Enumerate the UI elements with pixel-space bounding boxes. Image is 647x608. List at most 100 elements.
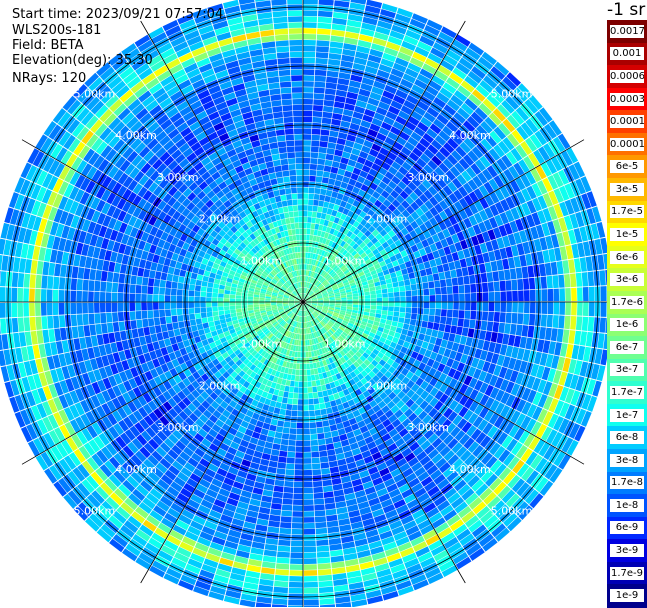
beta-gate — [326, 443, 334, 450]
beta-gate — [277, 396, 283, 402]
beta-gate — [292, 523, 303, 529]
beta-gate — [504, 269, 511, 280]
beta-gate — [203, 323, 210, 329]
beta-gate — [376, 290, 382, 295]
beta-gate — [447, 302, 453, 309]
beta-gate — [177, 309, 183, 316]
beta-gate — [266, 436, 274, 443]
beta-gate — [329, 538, 342, 545]
beta-gate — [275, 569, 289, 575]
beta-gate — [399, 286, 405, 292]
beta-gate — [288, 440, 295, 446]
beta-gate — [442, 302, 448, 309]
beta-gate — [424, 335, 431, 343]
beta-gate — [304, 547, 316, 553]
beta-gate — [303, 193, 308, 199]
beta-gate — [37, 330, 44, 344]
beta-gate — [439, 272, 446, 280]
beta-gate — [582, 272, 589, 286]
beta-gate — [377, 302, 383, 306]
beta-gate — [485, 331, 492, 341]
beta-gate — [304, 494, 314, 500]
beta-gate — [53, 290, 59, 302]
beta-gate — [260, 573, 274, 580]
beta-gate — [274, 486, 284, 493]
beta-gate — [303, 199, 308, 205]
beta-gate — [577, 302, 583, 316]
beta-gate — [297, 423, 303, 429]
beta-gate — [397, 322, 403, 328]
beta-gate — [553, 302, 559, 315]
beta-gate — [500, 302, 506, 312]
beta-gate — [151, 334, 158, 343]
beta-gate — [24, 274, 31, 288]
beta-gate — [219, 315, 225, 320]
beta-gate — [37, 261, 44, 275]
beta-gate — [285, 410, 291, 416]
beta-gate — [100, 313, 106, 323]
beta-gate — [147, 286, 153, 294]
beta-gate — [298, 346, 301, 352]
beta-gate — [101, 323, 108, 334]
beta-gate — [328, 136, 337, 143]
beta-gate — [303, 235, 306, 241]
beta-gate — [71, 315, 77, 327]
beta-gate — [292, 517, 303, 523]
beta-gate — [236, 292, 242, 296]
beta-gate — [304, 482, 313, 488]
beta-gate — [202, 281, 208, 287]
beta-gate — [365, 302, 371, 305]
beta-gate — [148, 278, 154, 286]
beta-gate — [326, 154, 334, 161]
beta-gate — [263, 490, 273, 497]
beta-gate — [437, 265, 444, 273]
beta-gate — [303, 140, 311, 146]
beta-gate — [393, 287, 399, 292]
beta-gate — [311, 375, 316, 381]
beta-gate — [437, 331, 444, 339]
beta-gate — [307, 223, 311, 229]
beta-gate — [107, 272, 114, 282]
beta-gate — [318, 569, 332, 576]
beta-gate — [299, 387, 304, 393]
beta-gate — [304, 582, 318, 588]
beta-gate — [208, 277, 214, 283]
beta-gate — [553, 289, 559, 302]
beta-gate — [282, 499, 292, 505]
beta-gate — [304, 541, 316, 547]
beta-gate — [307, 370, 311, 376]
beta-gate — [347, 299, 353, 302]
beta-gate — [558, 315, 564, 328]
beta-gate — [406, 296, 412, 301]
beta-gate — [153, 303, 159, 310]
beta-gate — [545, 328, 552, 341]
beta-gate — [29, 289, 35, 303]
beta-gate — [327, 521, 339, 528]
beta-gate — [551, 262, 558, 275]
beta-gate — [500, 281, 506, 291]
beta-gate — [178, 321, 185, 328]
beta-gate — [212, 293, 218, 298]
beta-gate — [331, 430, 339, 437]
beta-gate — [41, 289, 47, 302]
beta-gate — [278, 457, 287, 463]
beta-gate — [323, 486, 333, 493]
beta-gate — [375, 314, 381, 319]
beta-gate — [224, 310, 230, 315]
beta-gate — [303, 205, 308, 211]
beta-gate — [423, 282, 429, 289]
beta-gate — [264, 484, 274, 491]
beta-gate — [165, 309, 171, 316]
beta-gate — [230, 291, 236, 295]
beta-gate — [309, 405, 315, 411]
beta-gate — [315, 410, 321, 416]
beta-gate — [112, 303, 118, 312]
beta-gate — [325, 88, 336, 95]
beta-gate — [450, 326, 457, 334]
beta-gate — [488, 312, 494, 322]
beta-gate — [530, 302, 536, 313]
beta-gate — [319, 445, 327, 451]
beta-gate — [84, 325, 91, 336]
beta-gate — [471, 302, 477, 311]
beta-gate — [166, 316, 172, 323]
